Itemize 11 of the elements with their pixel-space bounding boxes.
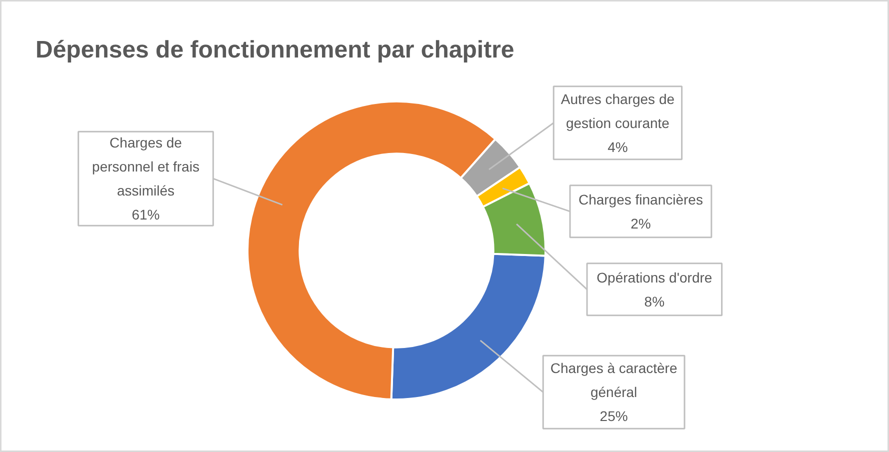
data-label: 25% <box>600 408 628 424</box>
slice-label: Opérations d'ordre <box>596 269 712 286</box>
slice-label: Charges de personnel et frais assimilés <box>92 134 200 199</box>
data-label: 2% <box>630 215 651 232</box>
slice-label: Autres charges de gestion courante <box>560 90 675 131</box>
data-label: 8% <box>644 293 665 310</box>
slice-label: Charges financières <box>578 191 703 208</box>
data-label: 61% <box>132 206 160 223</box>
chart-title: Dépenses de fonctionnement par chapitre <box>36 36 514 64</box>
slice-label: Charges à caractère général <box>550 360 678 400</box>
data-label: 4% <box>608 138 628 155</box>
